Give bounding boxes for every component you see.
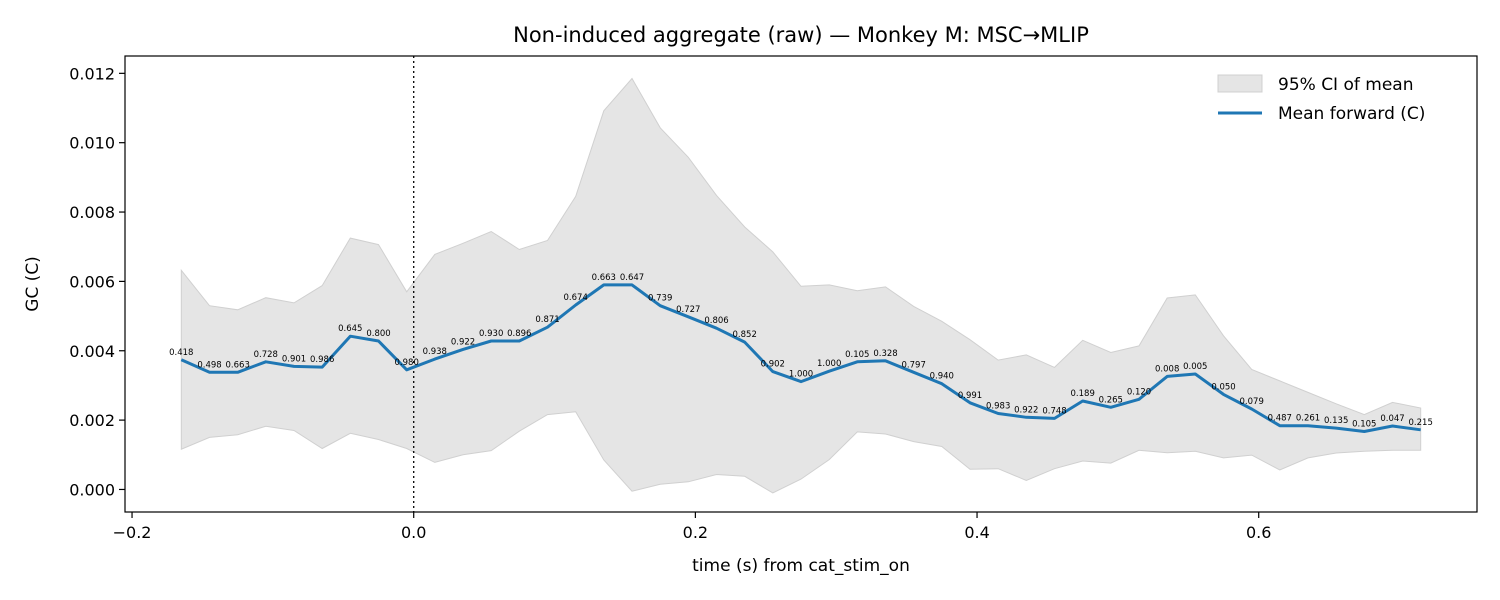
y-tick-label: 0.004 bbox=[69, 342, 115, 361]
point-label: 0.674 bbox=[564, 293, 588, 303]
point-label: 0.418 bbox=[169, 348, 193, 358]
point-label: 0.265 bbox=[1099, 395, 1123, 405]
point-label: 0.901 bbox=[282, 354, 306, 364]
point-label: 0.261 bbox=[1296, 414, 1320, 424]
point-label: 0.008 bbox=[1155, 364, 1179, 374]
x-tick-label: −0.2 bbox=[113, 523, 152, 542]
mean-forward-line bbox=[180, 283, 1421, 433]
x-tick-label: 0.4 bbox=[964, 523, 989, 542]
point-label: 0.215 bbox=[1409, 418, 1433, 428]
point-label: 0.645 bbox=[338, 324, 362, 334]
point-label: 0.806 bbox=[704, 316, 728, 326]
point-label: 0.105 bbox=[845, 350, 869, 360]
legend-band-swatch bbox=[1217, 74, 1263, 93]
legend-line-label: Mean forward (C) bbox=[1278, 104, 1425, 124]
point-label: 0.328 bbox=[873, 349, 897, 359]
point-label: 0.800 bbox=[366, 329, 390, 339]
y-axis-label: GC (C) bbox=[23, 256, 43, 312]
ci-band bbox=[180, 77, 1422, 494]
point-label: 0.938 bbox=[423, 347, 447, 357]
y-tick-label: 0.010 bbox=[69, 134, 115, 153]
x-tick-label: 0.2 bbox=[683, 523, 708, 542]
y-tick-label: 0.008 bbox=[69, 203, 115, 222]
point-label: 0.797 bbox=[902, 360, 926, 370]
point-label: 0.922 bbox=[451, 337, 475, 347]
x-tick-label: 0.0 bbox=[401, 523, 426, 542]
plot-area: 0.418 0.498 0.663 0.728 0.901 0.986 0.645 0.800… bbox=[169, 56, 1433, 512]
x-axis-label: time (s) from cat_stim_on bbox=[692, 556, 910, 576]
legend-band-label: 95% CI of mean bbox=[1278, 75, 1413, 95]
legend: 95% CI of mean Mean forward (C) bbox=[1217, 74, 1425, 124]
y-tick-label: 0.012 bbox=[69, 64, 115, 83]
point-label: 0.005 bbox=[1183, 362, 1207, 372]
point-label: 0.135 bbox=[1324, 416, 1348, 426]
point-label: 0.896 bbox=[507, 329, 531, 339]
point-label: 0.498 bbox=[197, 360, 221, 370]
plot-frame bbox=[124, 55, 1478, 513]
point-label: 0.986 bbox=[310, 355, 334, 365]
y-tick-label: 0.000 bbox=[69, 480, 115, 499]
point-label: 1.000 bbox=[817, 359, 841, 369]
point-label: 0.852 bbox=[733, 330, 757, 340]
y-tick-label: 0.002 bbox=[69, 411, 115, 430]
point-label: 0.105 bbox=[1352, 420, 1376, 430]
axis-ticks: −0.2 0.0 0.2 0.4 0.6 0.000 0.002 0.004 0.006 0.00… bbox=[69, 64, 1271, 542]
point-label: 0.902 bbox=[761, 360, 785, 370]
point-label: 0.991 bbox=[958, 391, 982, 401]
y-tick-label: 0.006 bbox=[69, 272, 115, 291]
point-label: 0.727 bbox=[676, 305, 700, 315]
point-label: 0.047 bbox=[1380, 414, 1404, 424]
point-label: 0.728 bbox=[254, 350, 278, 360]
point-label: 1.000 bbox=[789, 370, 813, 380]
point-label: 0.120 bbox=[1127, 387, 1151, 397]
point-label: 0.980 bbox=[395, 358, 419, 368]
point-label: 0.189 bbox=[1071, 389, 1095, 399]
point-label: 0.940 bbox=[930, 372, 954, 382]
point-label: 0.663 bbox=[226, 360, 250, 370]
point-label: 0.079 bbox=[1240, 397, 1264, 407]
point-label: 0.930 bbox=[479, 329, 503, 339]
point-label: 0.748 bbox=[1042, 406, 1066, 416]
point-label: 0.663 bbox=[592, 273, 616, 283]
point-label: 0.983 bbox=[986, 402, 1010, 412]
point-label: 0.922 bbox=[1014, 405, 1038, 415]
point-label: 0.739 bbox=[648, 294, 672, 304]
point-label: 0.647 bbox=[620, 273, 644, 283]
point-label: 0.487 bbox=[1268, 414, 1292, 424]
chart-title: Non-induced aggregate (raw) — Monkey M: … bbox=[513, 23, 1089, 47]
point-label: 0.050 bbox=[1211, 382, 1235, 392]
point-label: 0.871 bbox=[535, 315, 559, 325]
x-tick-label: 0.6 bbox=[1246, 523, 1271, 542]
